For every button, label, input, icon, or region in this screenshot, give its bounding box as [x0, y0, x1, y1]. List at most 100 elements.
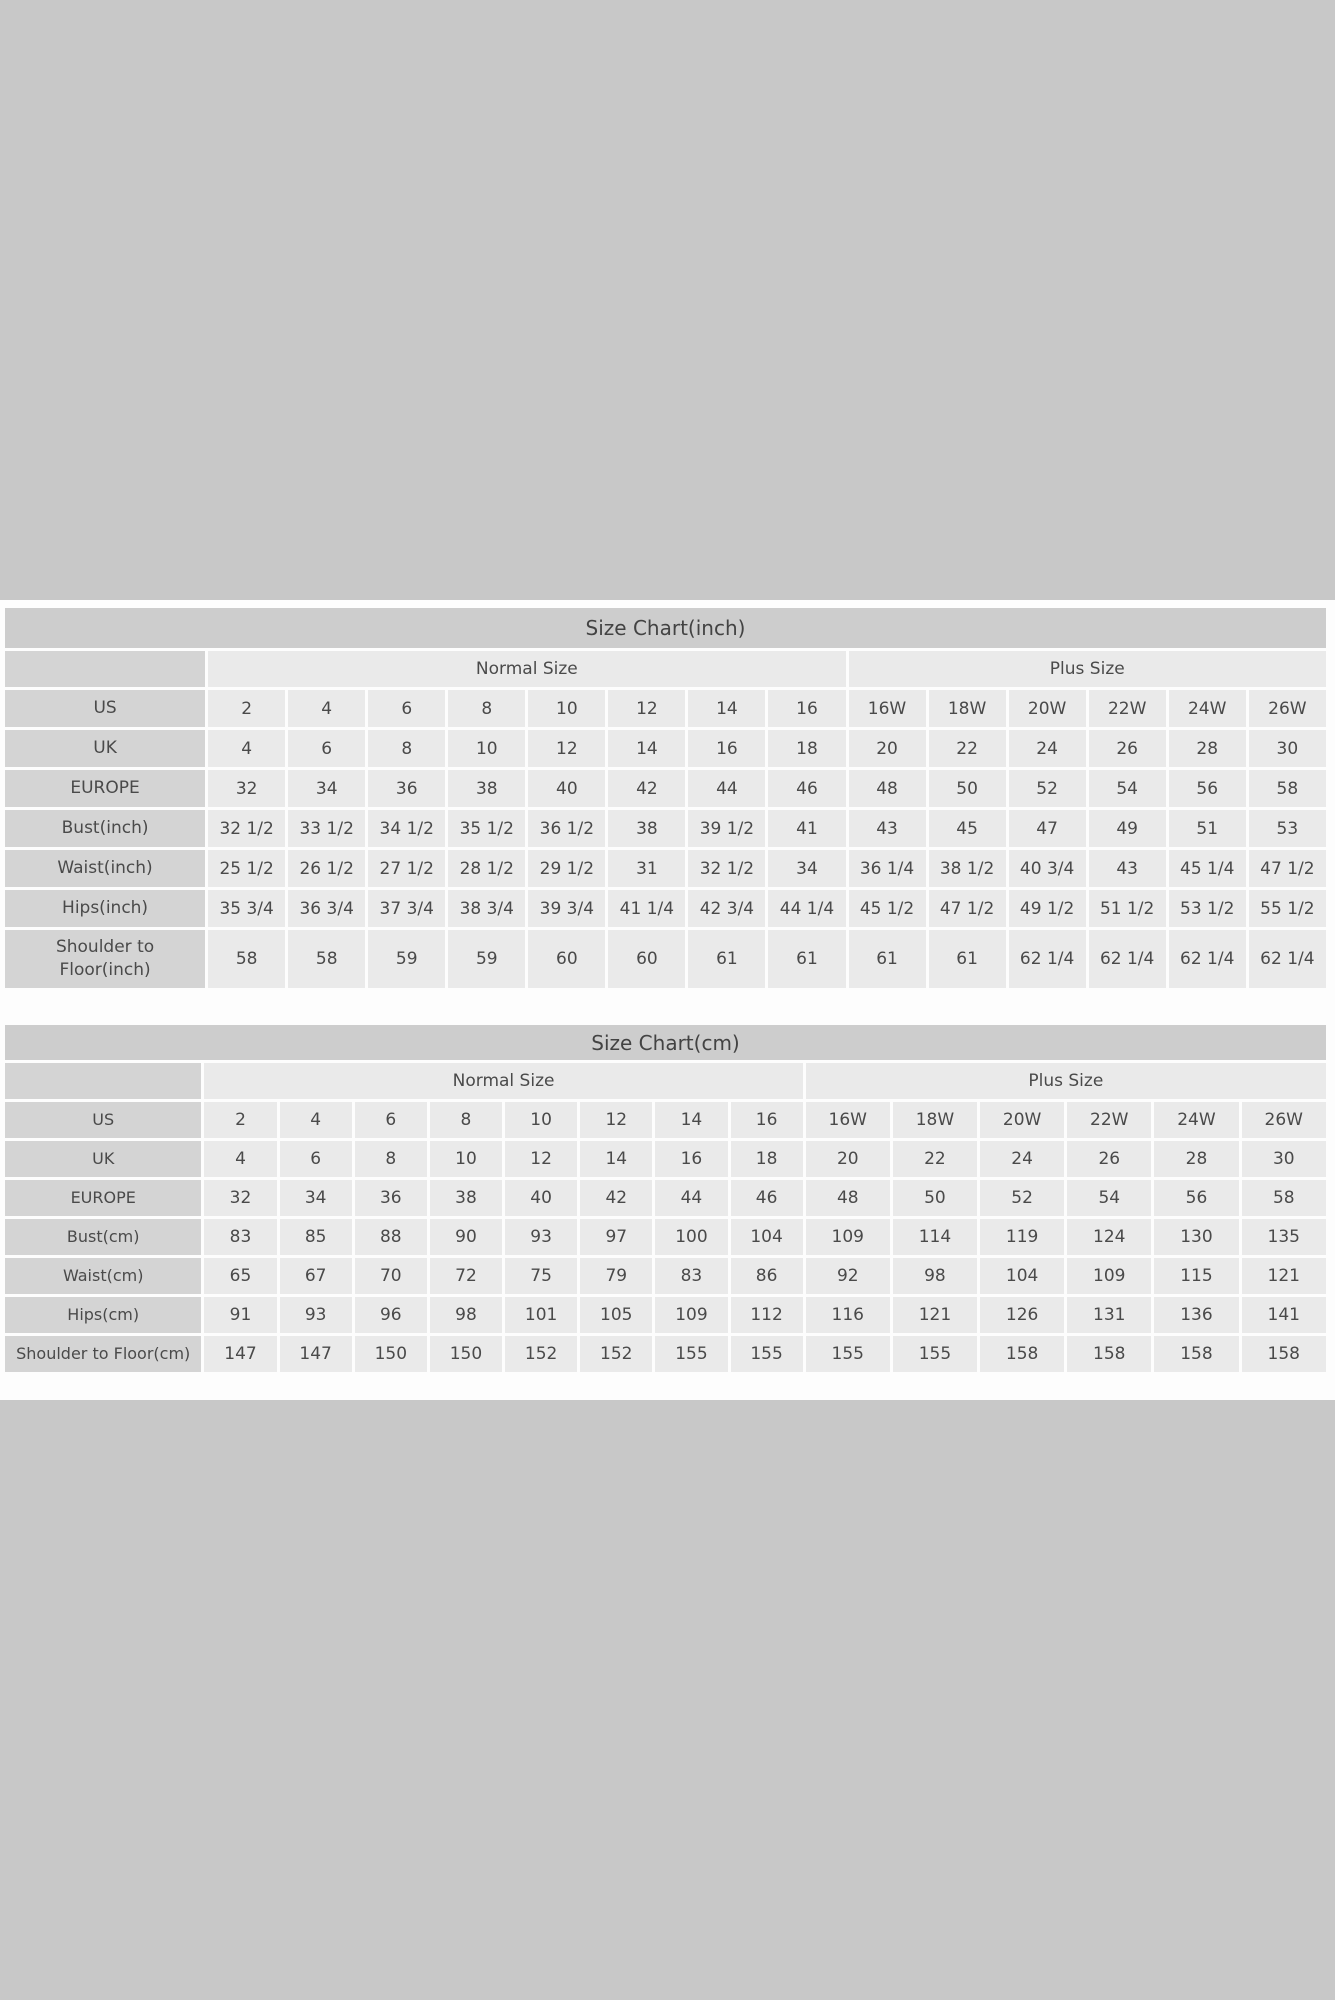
size-value-cell: 52 [980, 1180, 1065, 1216]
size-chart-panel: Size Chart(inch) Normal Size Plus Size US 2 4… [0, 600, 1335, 1400]
size-value-cell: 12 [608, 690, 686, 727]
size-value-cell: 61 [688, 930, 766, 988]
table-row: Waist(cm) 65 67 70 72 75 79 83 86 92 98 104 109 115 12… [5, 1258, 1326, 1294]
size-value-cell: 90 [429, 1219, 503, 1255]
size-value-cell: 62 1/4 [1168, 930, 1246, 988]
size-value-cell: 105 [580, 1297, 653, 1333]
size-value-cell: 42 [608, 770, 686, 807]
column-group-label: Normal Size [208, 651, 846, 687]
size-value-cell: 135 [1241, 1219, 1326, 1255]
column-group-label: Plus Size [805, 1063, 1326, 1099]
table-row: Bust(inch) 32 1/2 33 1/2 34 1/2 35 1/2 36 1/2… [5, 810, 1326, 847]
size-value-cell: 147 [279, 1336, 352, 1372]
size-value-cell: 40 3/4 [1008, 850, 1086, 887]
title-row: Size Chart(cm) [5, 1025, 1326, 1060]
size-value-cell: 50 [928, 770, 1006, 807]
size-value-cell: 6 [279, 1141, 352, 1177]
size-value-cell: 14 [608, 730, 686, 767]
size-value-cell: 152 [580, 1336, 653, 1372]
size-value-cell: 47 [1008, 810, 1086, 847]
size-value-cell: 32 [208, 770, 286, 807]
size-value-cell: 119 [980, 1219, 1065, 1255]
size-value-cell: 109 [1067, 1258, 1152, 1294]
size-value-cell: 29 1/2 [528, 850, 606, 887]
table-row: UK 4 6 8 10 12 14 16 18 20 22 24 26 28 30 [5, 1141, 1326, 1177]
size-value-cell: 58 [1241, 1180, 1326, 1216]
size-value-cell: 12 [505, 1141, 578, 1177]
size-value-cell: 98 [429, 1297, 503, 1333]
size-value-cell: 36 [354, 1180, 427, 1216]
size-value-cell: 30 [1241, 1141, 1326, 1177]
size-value-cell: 62 1/4 [1248, 930, 1326, 988]
size-value-cell: 42 3/4 [688, 890, 766, 927]
row-label: UK [5, 1141, 202, 1177]
size-value-cell: 44 1/4 [768, 890, 846, 927]
size-value-cell: 51 [1168, 810, 1246, 847]
size-value-cell: 100 [655, 1219, 728, 1255]
corner-cell [5, 1063, 202, 1099]
size-value-cell: 158 [1154, 1336, 1239, 1372]
table-row: Shoulder to Floor(inch) 58 58 59 59 60 60 61 61 6… [5, 930, 1326, 988]
size-value-cell: 44 [688, 770, 766, 807]
size-value-cell: 83 [204, 1219, 277, 1255]
size-value-cell: 96 [354, 1297, 427, 1333]
size-value-cell: 136 [1154, 1297, 1239, 1333]
size-value-cell: 16W [805, 1102, 890, 1138]
size-value-cell: 40 [505, 1180, 578, 1216]
size-value-cell: 26 1/2 [288, 850, 366, 887]
size-value-cell: 109 [655, 1297, 728, 1333]
size-value-cell: 27 1/2 [368, 850, 446, 887]
size-value-cell: 31 [608, 850, 686, 887]
size-value-cell: 42 [580, 1180, 653, 1216]
size-value-cell: 46 [730, 1180, 803, 1216]
size-value-cell: 52 [1008, 770, 1086, 807]
size-value-cell: 32 1/2 [208, 810, 286, 847]
size-value-cell: 45 1/2 [848, 890, 926, 927]
column-group-label: Normal Size [204, 1063, 803, 1099]
size-value-cell: 75 [505, 1258, 578, 1294]
size-value-cell: 18W [892, 1102, 978, 1138]
size-value-cell: 38 [448, 770, 526, 807]
size-value-cell: 34 [288, 770, 366, 807]
size-value-cell: 45 1/4 [1168, 850, 1246, 887]
size-chart-title: Size Chart(inch) [5, 608, 1326, 648]
table-row: Hips(inch) 35 3/4 36 3/4 37 3/4 38 3/4 39 3/4… [5, 890, 1326, 927]
size-value-cell: 86 [730, 1258, 803, 1294]
size-value-cell: 38 [608, 810, 686, 847]
size-value-cell: 79 [580, 1258, 653, 1294]
size-value-cell: 126 [980, 1297, 1065, 1333]
size-value-cell: 51 1/2 [1088, 890, 1166, 927]
corner-cell [5, 651, 206, 687]
size-value-cell: 34 1/2 [368, 810, 446, 847]
size-value-cell: 8 [368, 730, 446, 767]
size-value-cell: 59 [368, 930, 446, 988]
size-value-cell: 55 1/2 [1248, 890, 1326, 927]
size-value-cell: 50 [892, 1180, 978, 1216]
size-value-cell: 32 1/2 [688, 850, 766, 887]
row-label: Waist(cm) [5, 1258, 202, 1294]
table-row: Shoulder to Floor(cm) 147 147 150 150 152 152 1… [5, 1336, 1326, 1372]
size-value-cell: 33 1/2 [288, 810, 366, 847]
size-value-cell: 45 [928, 810, 1006, 847]
size-value-cell: 114 [892, 1219, 978, 1255]
size-value-cell: 61 [928, 930, 1006, 988]
size-value-cell: 150 [354, 1336, 427, 1372]
size-value-cell: 158 [1067, 1336, 1152, 1372]
size-value-cell: 22W [1067, 1102, 1152, 1138]
row-label: Hips(inch) [5, 890, 206, 927]
size-value-cell: 26W [1248, 690, 1326, 727]
row-label: UK [5, 730, 206, 767]
size-value-cell: 4 [204, 1141, 277, 1177]
size-value-cell: 16 [655, 1141, 728, 1177]
size-value-cell: 101 [505, 1297, 578, 1333]
row-label: US [5, 1102, 202, 1138]
size-value-cell: 39 1/2 [688, 810, 766, 847]
size-value-cell: 121 [1241, 1258, 1326, 1294]
size-value-cell: 4 [288, 690, 366, 727]
size-value-cell: 22 [892, 1141, 978, 1177]
table-row: EUROPE 32 34 36 38 40 42 44 46 48 50 52 54 56 58 [5, 770, 1326, 807]
size-value-cell: 38 3/4 [448, 890, 526, 927]
size-value-cell: 60 [608, 930, 686, 988]
size-value-cell: 43 [1088, 850, 1166, 887]
size-value-cell: 93 [505, 1219, 578, 1255]
